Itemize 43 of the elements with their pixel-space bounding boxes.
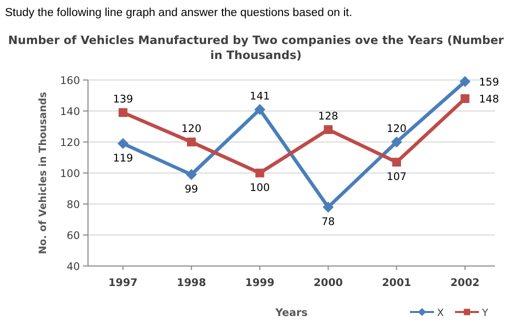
y-tick-label: 80	[66, 199, 80, 211]
point	[322, 202, 334, 213]
point	[255, 168, 264, 178]
x-tick-label: 2000	[314, 277, 343, 289]
point	[118, 138, 128, 150]
point	[118, 108, 128, 117]
point	[392, 158, 401, 167]
point	[254, 104, 266, 115]
chart-title: Number of Vehicles Manufactured by Two companies ove the Years (Number in Thousands)	[8, 33, 504, 62]
point	[324, 125, 333, 134]
data-label: 120	[181, 123, 202, 135]
x-axis-title: Years	[274, 307, 308, 319]
y-tick-label: 60	[66, 230, 80, 242]
data-label: 139	[112, 94, 134, 106]
point	[391, 136, 402, 148]
text: Study the following line graph and answer the questions based on it.	[5, 7, 352, 19]
legend-label: X	[437, 308, 444, 319]
point	[187, 138, 196, 146]
x-tick-label: 2001	[382, 277, 412, 289]
legend-label: Y	[481, 308, 489, 319]
data-label: 100	[250, 182, 270, 194]
y-tick-label: 160	[60, 75, 80, 87]
data-label: 107	[386, 171, 407, 184]
point	[460, 94, 470, 103]
y-tick-label: 140	[60, 106, 80, 118]
data-label: 128	[318, 110, 338, 123]
data-label: 99	[184, 184, 198, 196]
point	[460, 76, 470, 88]
y-axis-title: No. of Vehicles in Thousands	[38, 92, 49, 254]
data-label: 141	[250, 90, 270, 102]
y-tick-label: 100	[60, 168, 80, 180]
data-label: 120	[386, 123, 407, 135]
y-tick-label: 40	[66, 261, 80, 273]
point	[186, 169, 197, 180]
x-tick-label: 2002	[450, 277, 480, 289]
x-tick-label: 1999	[245, 277, 274, 289]
x-tick-label: 1998	[176, 277, 206, 289]
x-tick-label: 1997	[108, 277, 138, 289]
data-label: 78	[322, 216, 335, 228]
data-label: 148	[479, 94, 500, 106]
y-tick-label: 120	[60, 137, 80, 149]
data-label: 159	[479, 76, 500, 89]
data-label: 119	[112, 152, 134, 165]
